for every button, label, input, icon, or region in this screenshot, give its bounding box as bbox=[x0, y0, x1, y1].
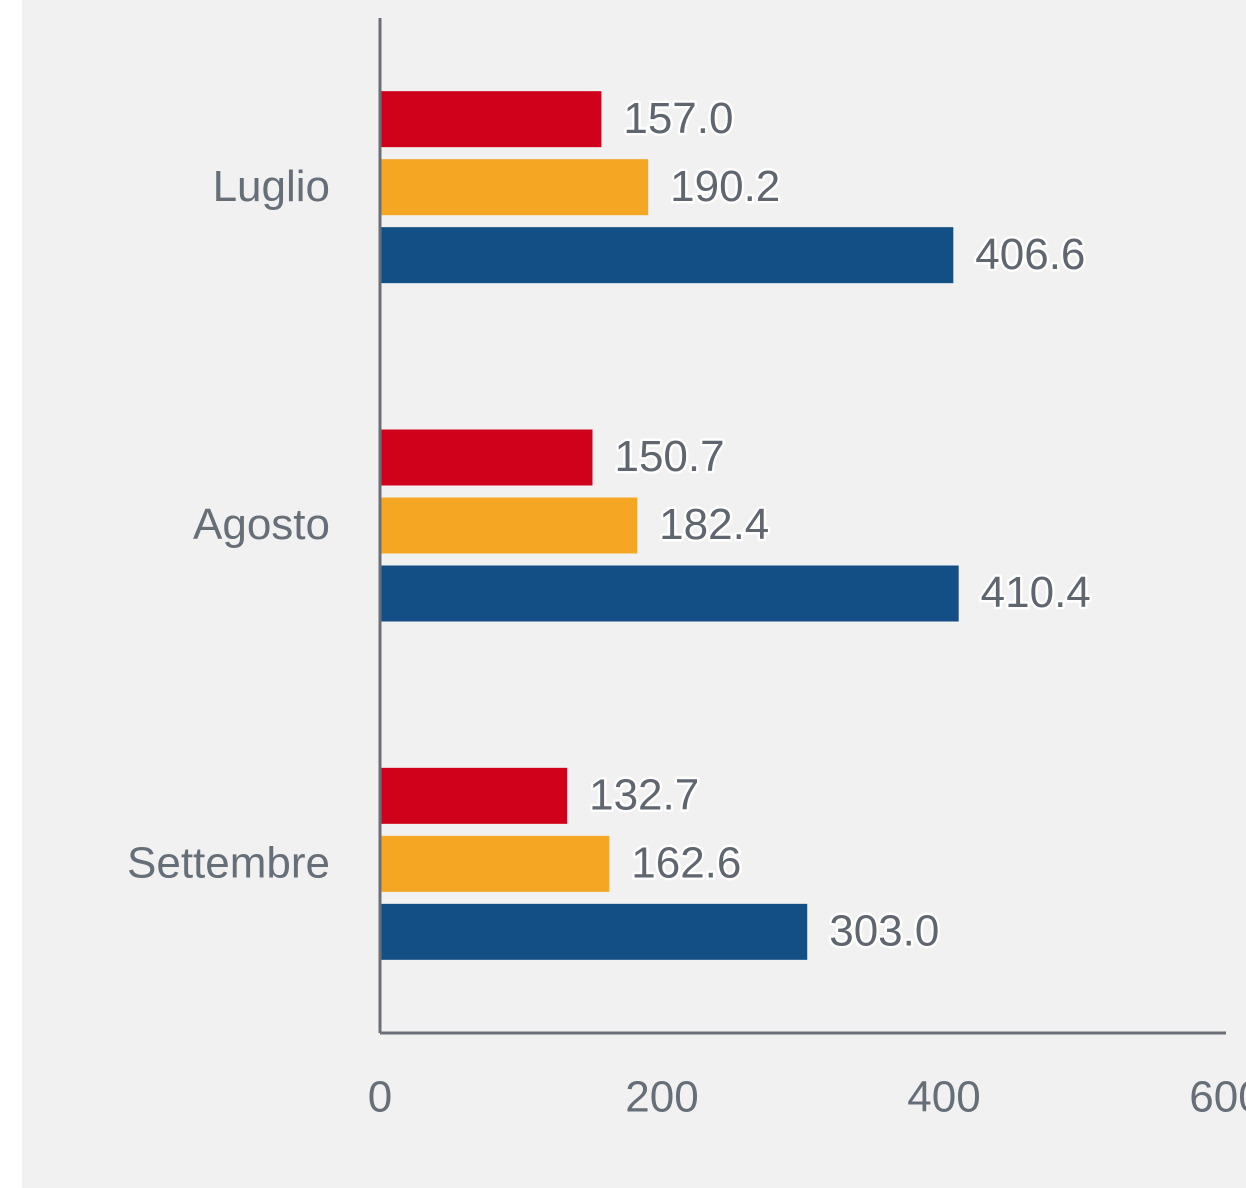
value-label: 303.0 bbox=[829, 906, 939, 955]
category-label: Luglio bbox=[213, 162, 330, 211]
x-tick-label: 600 bbox=[1189, 1073, 1246, 1122]
value-label: 157.0 bbox=[623, 94, 733, 143]
value-label: 162.6 bbox=[631, 838, 741, 887]
category-label: Settembre bbox=[127, 838, 330, 887]
x-tick-label: 400 bbox=[907, 1073, 980, 1122]
value-label: 132.7 bbox=[589, 770, 699, 819]
value-label: 150.7 bbox=[614, 432, 724, 481]
value-label: 410.4 bbox=[981, 568, 1091, 617]
bar bbox=[380, 565, 959, 622]
value-label: 406.6 bbox=[975, 230, 1085, 279]
value-label: 182.4 bbox=[659, 500, 769, 549]
bar bbox=[380, 835, 610, 892]
x-tick-label: 200 bbox=[625, 1073, 698, 1122]
bar bbox=[380, 429, 593, 486]
x-tick-label: 0 bbox=[368, 1073, 392, 1122]
bar bbox=[380, 767, 568, 824]
category-label: Agosto bbox=[193, 500, 330, 549]
bar bbox=[380, 159, 649, 216]
bar bbox=[380, 227, 954, 284]
value-label: 190.2 bbox=[670, 162, 780, 211]
bar bbox=[380, 91, 602, 148]
bar bbox=[380, 497, 638, 554]
bar bbox=[380, 903, 808, 960]
